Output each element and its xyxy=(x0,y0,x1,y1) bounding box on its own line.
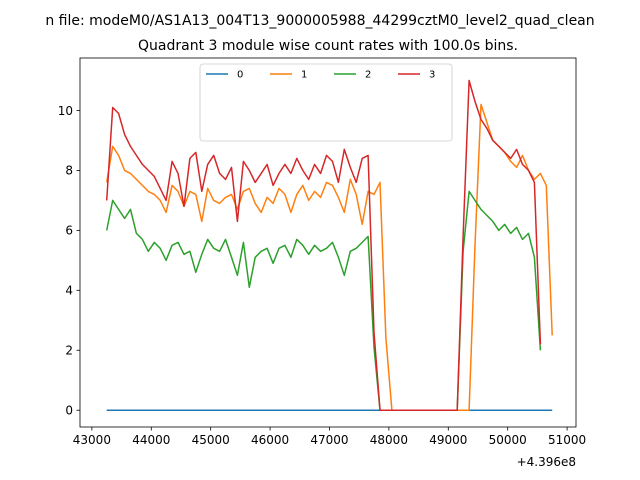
x-tick-label: 48000 xyxy=(370,433,408,447)
y-tick-label: 6 xyxy=(65,224,73,238)
x-tick-label: 47000 xyxy=(310,433,348,447)
x-tick-label: 46000 xyxy=(251,433,289,447)
axes: 43000 44000 45000 46000 47000 48000 49000 50000… xyxy=(58,57,586,447)
legend-label-1: 1 xyxy=(301,70,307,81)
legend-label-3: 3 xyxy=(429,70,435,81)
series-line-1 xyxy=(105,103,553,411)
legend-box xyxy=(199,63,453,142)
y-tick-label: 10 xyxy=(58,104,73,118)
x-tick-label: 51000 xyxy=(548,433,586,447)
chart-suptitle: n file: modeM0/AS1A13_004T13_9000005988_… xyxy=(45,13,594,29)
series-layer xyxy=(105,79,553,411)
axes-frame xyxy=(79,57,577,428)
series-line-3 xyxy=(105,79,542,411)
y-tick-label: 4 xyxy=(65,284,73,298)
x-tick-label: 49000 xyxy=(429,433,467,447)
x-offset-label: +4.396e8 xyxy=(517,455,576,469)
legend-label-2: 2 xyxy=(365,70,371,81)
x-tick-label: 50000 xyxy=(489,433,527,447)
legend: 0 1 2 3 xyxy=(199,63,453,142)
y-tick-label: 2 xyxy=(65,344,73,358)
y-tick-label: 8 xyxy=(65,164,73,178)
chart-title: Quadrant 3 module wise count rates with … xyxy=(138,38,518,54)
series-line-2 xyxy=(105,190,542,411)
y-tick-label: 0 xyxy=(65,404,73,418)
x-tick-label: 45000 xyxy=(192,433,230,447)
x-tick-label: 43000 xyxy=(73,433,111,447)
x-tick-label: 44000 xyxy=(132,433,170,447)
legend-label-0: 0 xyxy=(237,70,243,81)
